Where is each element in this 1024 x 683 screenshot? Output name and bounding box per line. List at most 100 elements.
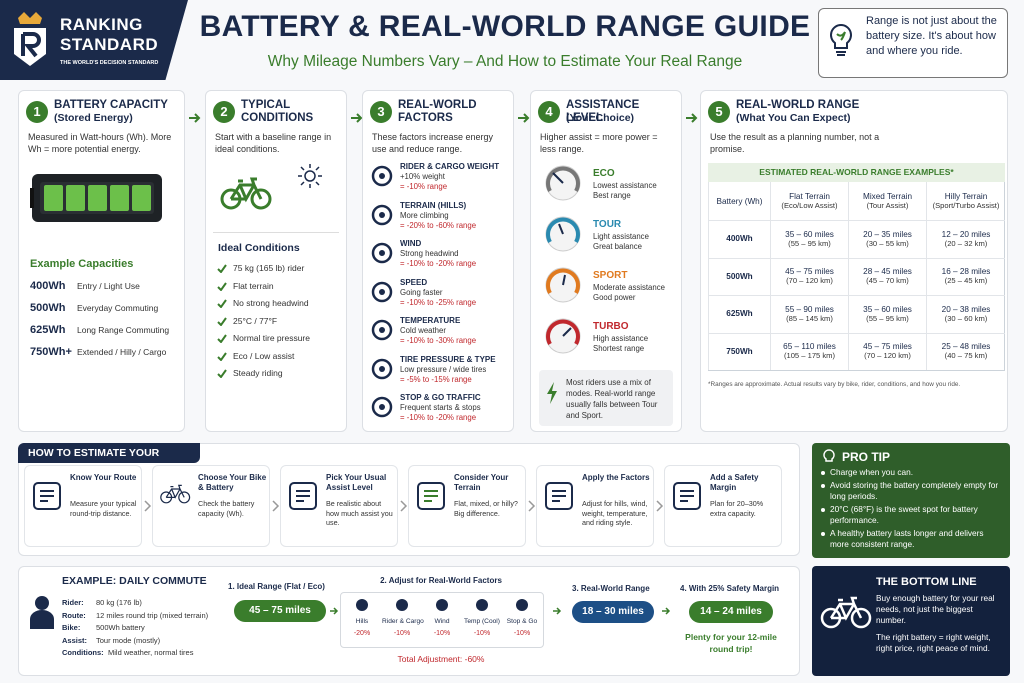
table-cell-main: 20 – 35 miles — [863, 229, 912, 239]
detail-value: Mild weather, normal tires — [108, 648, 194, 657]
table-header: Battery (Wh) — [708, 182, 770, 220]
factor-name: TEMPERATURE — [400, 316, 461, 325]
table-cell-main: 750Wh — [726, 346, 753, 356]
factor-detail: Cold weather — [400, 326, 446, 335]
chevron — [528, 500, 536, 512]
step-number-badge — [213, 101, 235, 123]
factor-effect: = -10% to -30% range — [400, 336, 477, 345]
gauge-icon — [545, 165, 581, 201]
step-text: Higher assist = more power = less range. — [540, 132, 658, 154]
capacity-use: Entry / Light Use — [77, 281, 140, 291]
how-to-card — [536, 465, 654, 547]
divider — [213, 232, 339, 233]
bottom-line-text: The right battery = right weight, right … — [876, 632, 991, 653]
step-title: TYPICAL CONDITIONS — [241, 99, 314, 124]
step-panel — [18, 90, 185, 432]
how-to-step-text: Adjust for hills, wind, weight, temperat… — [582, 499, 648, 527]
bullet — [821, 532, 825, 536]
mode-line: Good power — [593, 293, 636, 302]
mode-line: High assistance — [593, 334, 649, 343]
detail-value: 80 kg (176 lb) — [96, 598, 142, 607]
table-header-main: Mixed Terrain — [863, 192, 912, 201]
flow-arrow — [351, 113, 363, 123]
table-cell-sub: (25 – 45 km) — [944, 276, 988, 286]
factor-icon — [371, 358, 393, 379]
condition-item: Steady riding — [233, 368, 283, 378]
table-cell-main: 65 – 110 miles — [783, 342, 836, 352]
factor-detail: Low pressure / wide tires — [400, 364, 487, 374]
pro-tip-panel — [812, 443, 1010, 558]
how-to-step-title: Choose Your Bike & Battery — [198, 473, 267, 492]
pro-tip-item: Avoid storing the battery completely emp… — [820, 480, 1004, 502]
table-cell-main: 500Wh — [726, 271, 753, 281]
how-to-icon — [545, 482, 573, 510]
detail-value: 12 miles round trip (mixed terrain) — [96, 610, 209, 620]
stage-arrow — [553, 607, 562, 615]
check-icon — [217, 299, 227, 308]
step-title: REAL-WORLD RANGE — [736, 99, 860, 111]
adjust-effect: -10% — [393, 630, 411, 637]
factor-effect: = -5% to -15% range — [400, 374, 472, 384]
row-rule — [708, 295, 1005, 296]
flow-arrow — [518, 113, 530, 123]
how-to-step-title: Know Your Route — [70, 473, 137, 482]
factor-name: STOP & GO TRAFFIC — [400, 393, 481, 402]
check-icon — [217, 334, 227, 343]
pro-tip-item: Charge when you can. — [820, 467, 1004, 478]
brand-logo — [14, 12, 46, 66]
factor-icon — [371, 204, 393, 225]
range-pill: 18 – 30 miles — [572, 601, 654, 623]
step-text: Use the result as a planning number, not… — [710, 132, 880, 154]
table-header-sub: (Eco/Low Assist) — [781, 201, 838, 210]
condition-item: Normal tire pressure — [233, 333, 310, 343]
table-box — [708, 163, 1005, 371]
step-text: Measured in Watt-hours (Wh). More Wh = m… — [28, 132, 172, 154]
bottom-line-title: THE BOTTOM LINE — [876, 576, 977, 588]
factor-icon — [516, 599, 528, 611]
adjust-effect: -10% — [513, 630, 531, 637]
step-number-badge — [538, 101, 560, 123]
table-title: ESTIMATED REAL-WORLD RANGE EXAMPLES* — [708, 163, 1005, 182]
factor-icon — [371, 165, 393, 187]
check-icon — [217, 264, 227, 273]
table-cell: 35 – 60 miles (55 – 95 km) — [770, 220, 848, 258]
table-cell-main: 400Wh — [726, 234, 753, 244]
step-number-badge — [26, 101, 48, 123]
table-cell: 16 – 28 miles (25 – 45 km) — [926, 257, 1005, 295]
chevron — [272, 500, 280, 512]
step-number: 5 — [715, 104, 723, 119]
step-title: BATTERY CAPACITY — [54, 99, 168, 111]
adjust-name: Wind — [434, 618, 450, 625]
table-header-main: Hilly Terrain — [944, 192, 988, 201]
table-cell: 400Wh — [708, 220, 770, 258]
detail-value: 500Wh battery — [96, 623, 145, 632]
check-icon — [217, 281, 227, 291]
total-adjustment: Total Adjustment: -60% — [397, 654, 485, 664]
adjust-name: Rider & Cargo — [382, 618, 424, 625]
table-cell-sub: (55 – 95 km) — [866, 313, 909, 323]
how-to-icon — [33, 482, 61, 510]
adjust-effect: -10% — [473, 630, 491, 637]
table-cell-main: 45 – 75 miles — [785, 267, 834, 277]
how-to-card — [664, 465, 782, 547]
table-cell-sub: (105 – 175 km) — [783, 351, 836, 361]
stage-title: 4. With 25% Safety Margin — [680, 584, 780, 593]
row-rule — [708, 257, 1005, 259]
bolt-icon — [547, 382, 557, 404]
table-cell: 65 – 110 miles (105 – 175 km) — [770, 332, 848, 370]
factor-icon — [371, 396, 393, 418]
factor-detail: More climbing — [400, 210, 449, 220]
table-cell: 45 – 75 miles (70 – 120 km) — [770, 257, 848, 295]
stage-title: 3. Real-World Range — [572, 584, 650, 593]
table-cell: 35 – 60 miles (55 – 95 km) — [848, 295, 926, 333]
stage-title: 1. Ideal Range (Flat / Eco) — [228, 582, 325, 591]
pro-tip-item: A healthy battery lasts longer and deliv… — [820, 528, 1004, 550]
condition-item: Flat terrain — [233, 280, 274, 291]
table-cell: 55 – 90 miles (85 – 145 km) — [770, 295, 848, 333]
how-to-step-text: Check the battery capacity (Wh). — [198, 499, 255, 518]
note-text: Range is not just about the battery size… — [866, 15, 997, 57]
table-cell-main: 625Wh — [726, 309, 753, 319]
table-cell-main: 12 – 20 miles — [941, 229, 991, 239]
rider-icon — [30, 596, 54, 629]
